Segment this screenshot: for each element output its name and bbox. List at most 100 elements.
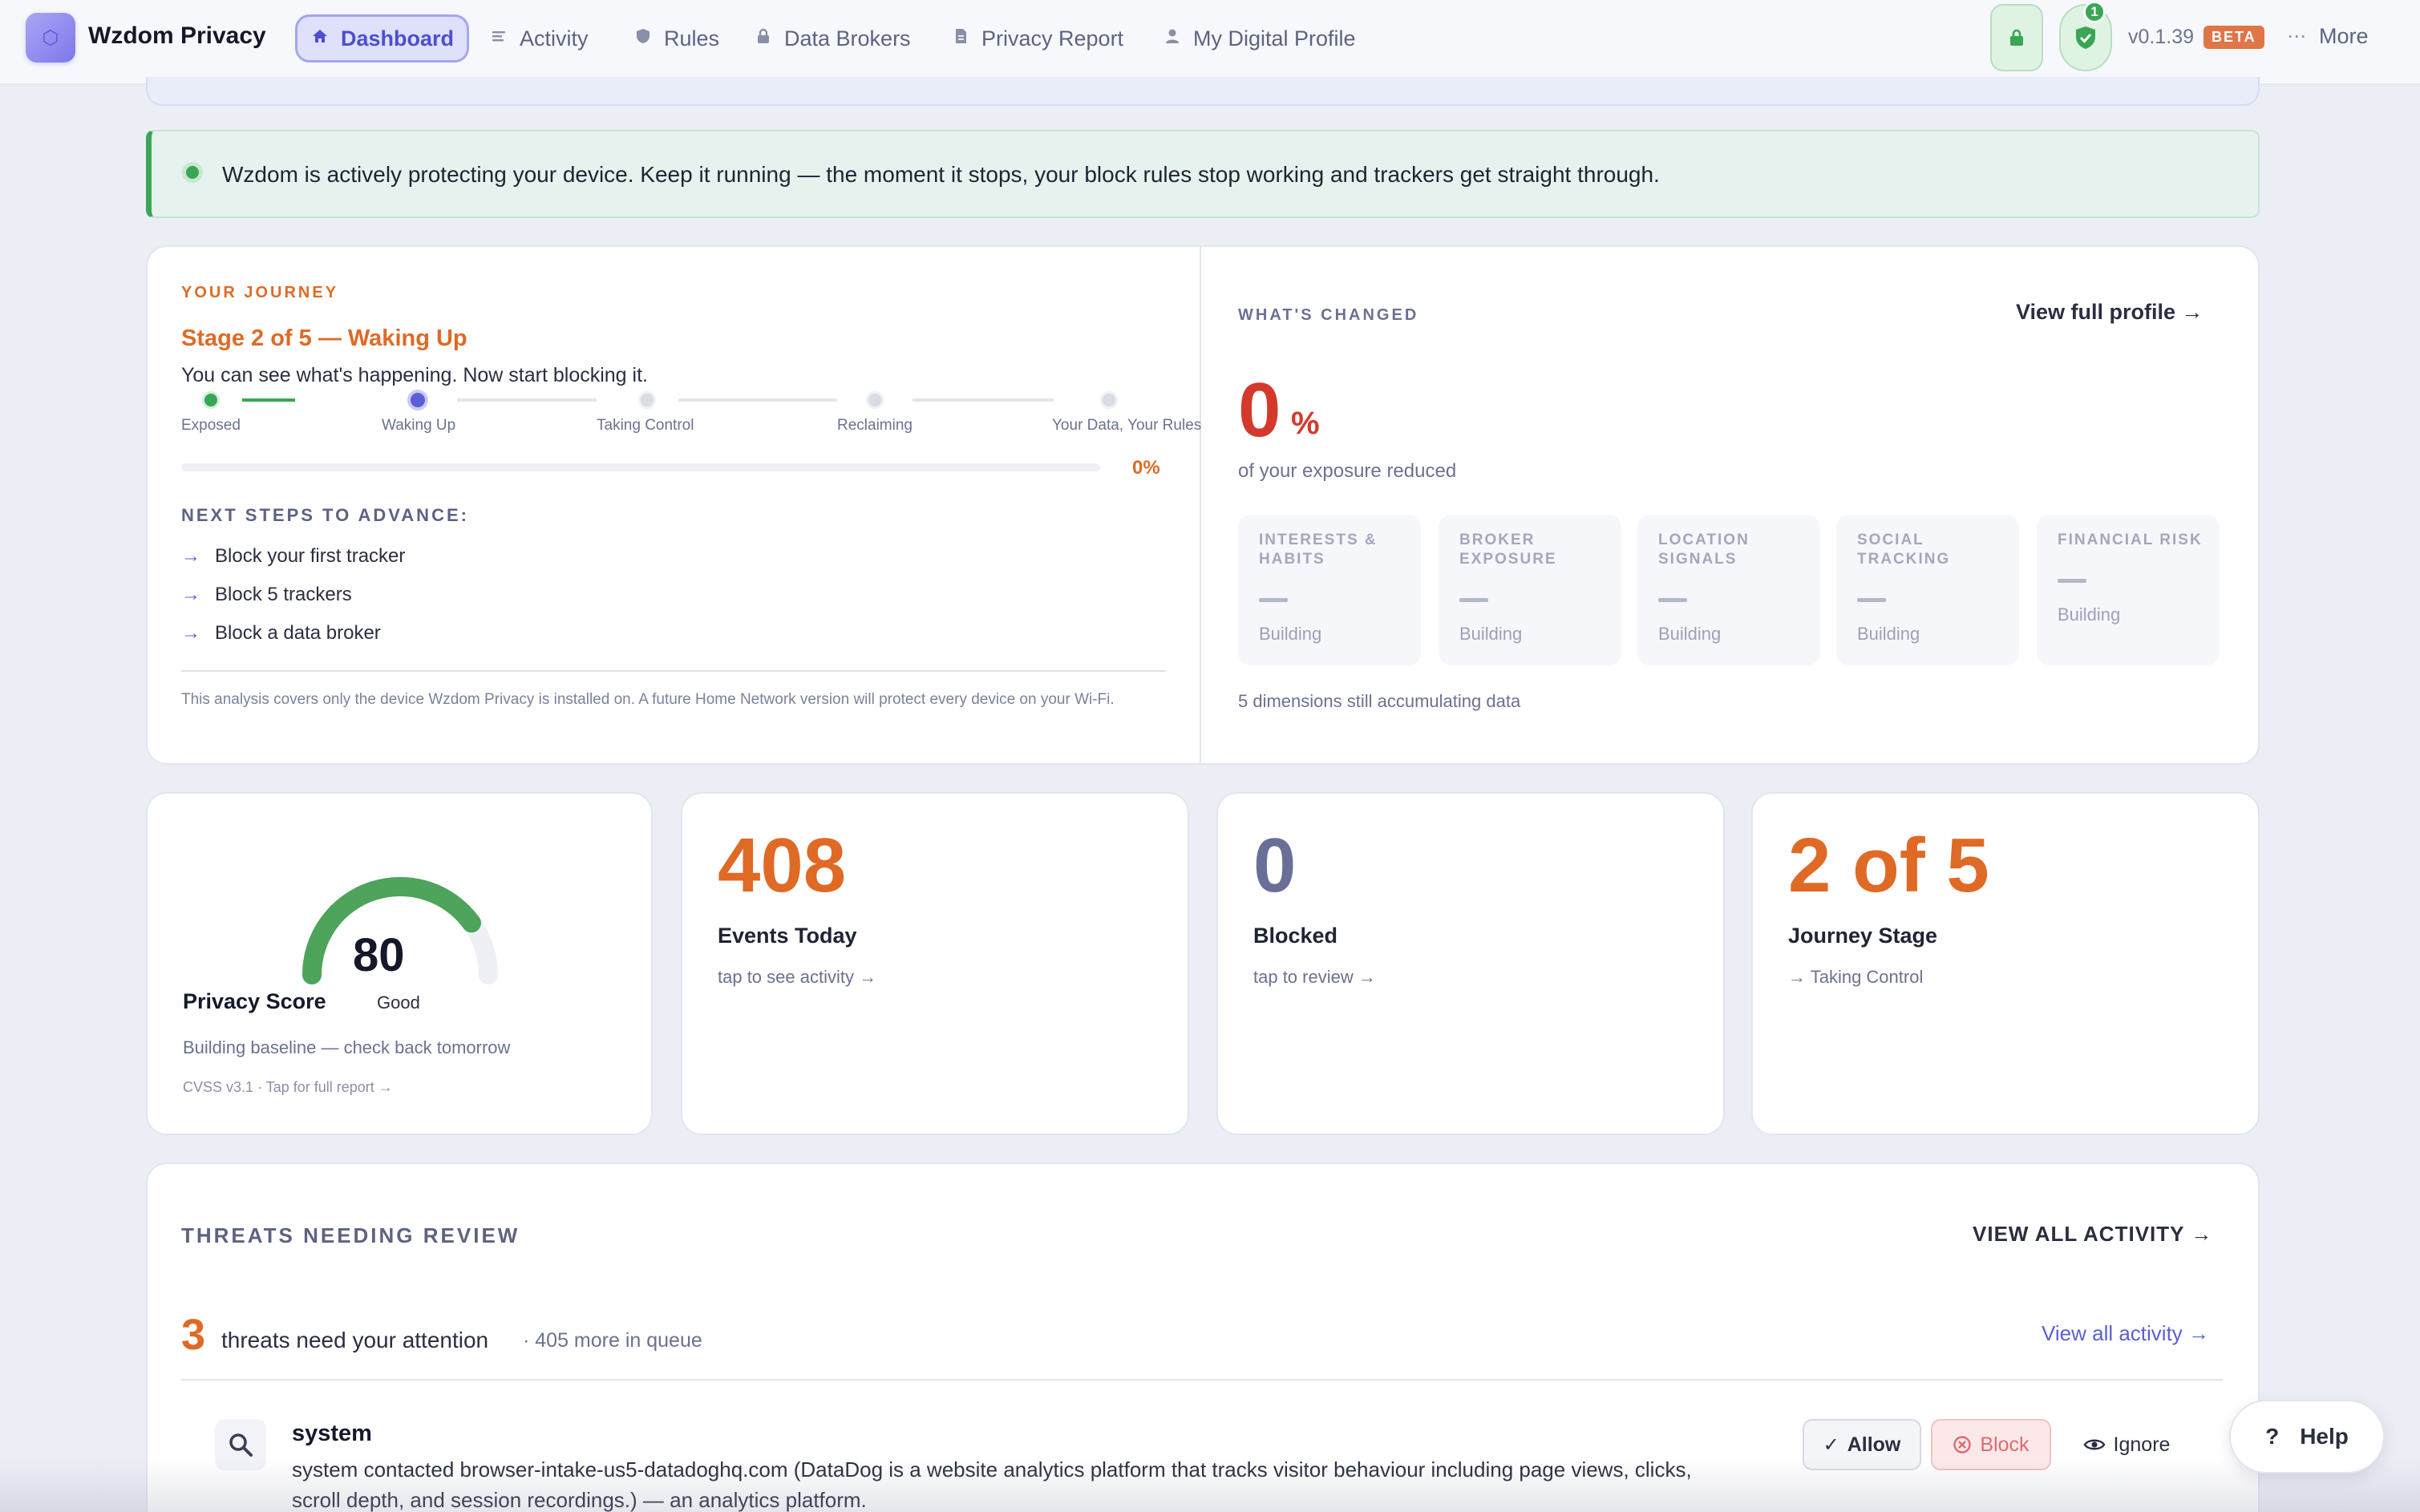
nav-privacy-report[interactable]: Privacy Report — [938, 14, 1136, 63]
dimension-title: INTERESTS & HABITS — [1259, 532, 1378, 568]
dimension-card-location: LOCATION SIGNALS Building — [1637, 515, 1820, 665]
journey-progress-bar — [181, 463, 1100, 471]
privacy-score-value: 80 — [353, 929, 405, 981]
nav-data-brokers[interactable]: Data Brokers — [741, 14, 924, 63]
privacy-score-rating: Good — [377, 993, 420, 1013]
shield-icon — [633, 27, 653, 50]
search-icon — [229, 1433, 253, 1457]
coverage-footnote: This analysis covers only the device Wzd… — [181, 691, 1115, 708]
collapsed-panel-edge — [146, 77, 2260, 106]
view-all-activity-link[interactable]: View all activity → — [2042, 1321, 2210, 1345]
app-logo[interactable]: ⬡ — [26, 13, 75, 63]
view-all-activity-top-link[interactable]: VIEW ALL ACTIVITY → — [1973, 1222, 2213, 1246]
privacy-score-title: Privacy Score — [183, 989, 326, 1013]
dimension-value-dash — [1658, 598, 1687, 602]
nav-digital-profile[interactable]: My Digital Profile — [1150, 14, 1369, 63]
blocked-card[interactable]: 0 Blocked tap to review → — [1216, 792, 1725, 1135]
journey-panel — [146, 245, 2260, 765]
stage-connector-done — [242, 398, 295, 402]
stage-dot-waking-up — [407, 390, 428, 410]
nav-digital-profile-label: My Digital Profile — [1193, 26, 1356, 51]
dimension-title: FINANCIAL RISK — [2058, 532, 2203, 548]
stage-dot-your-data — [1100, 391, 1118, 409]
stage-label: Exposed — [181, 417, 241, 434]
lock-icon — [2010, 29, 2023, 46]
blocked-title: Blocked — [1253, 924, 1338, 948]
dimension-value-dash — [1857, 598, 1886, 602]
version-label: v0.1.39 — [2128, 26, 2195, 48]
nav-dashboard[interactable]: Dashboard — [295, 14, 470, 63]
events-today-title: Events Today — [718, 924, 857, 948]
more-menu-button[interactable]: ⋯ More — [2287, 24, 2369, 49]
threat-item-description: system contacted browser-intake-us5-data… — [292, 1457, 1692, 1512]
queue-count: · 405 more in queue — [523, 1329, 702, 1352]
dimensions-footer: 5 dimensions still accumulating data — [1238, 691, 1521, 711]
status-text: Wzdom is actively protecting your device… — [222, 162, 1660, 187]
person-icon — [1163, 27, 1182, 50]
threats-heading: THREATS NEEDING REVIEW — [181, 1223, 520, 1247]
dimension-status: Building — [1658, 624, 1722, 644]
threat-item-icon-box — [215, 1419, 266, 1470]
next-step-item: → Block your first tracker — [181, 545, 405, 568]
stage-subtitle: You can see what's happening. Now start … — [181, 364, 648, 386]
journey-progress-label: 0% — [1132, 457, 1160, 479]
events-today-link[interactable]: tap to see activity → — [718, 967, 877, 987]
lock-toggle-button[interactable] — [1990, 4, 2043, 71]
dimension-card-social: SOCIAL TRACKING Building — [1836, 515, 2019, 665]
journey-next-stage: → Taking Control — [1788, 967, 1924, 987]
question-icon: ? — [2265, 1424, 2280, 1449]
journey-stage-title: Journey Stage — [1788, 924, 1938, 948]
privacy-score-gauge — [302, 876, 498, 984]
stage-connector — [678, 398, 837, 402]
stage-connector — [457, 398, 597, 402]
dimension-card-financial: FINANCIAL RISK Building — [2037, 515, 2220, 665]
stage-label: Your Data, Your Rules — [1052, 417, 1202, 434]
dimension-title: LOCATION SIGNALS — [1658, 532, 1750, 568]
dimension-value-dash — [1259, 598, 1288, 602]
next-step-label: Block your first tracker — [215, 545, 406, 567]
blocked-review-link[interactable]: tap to review → — [1253, 967, 1376, 987]
beta-badge: BETA — [2203, 26, 2264, 49]
threat-count: 3 — [181, 1311, 206, 1359]
help-button[interactable]: ? Help — [2229, 1400, 2385, 1474]
allow-button[interactable]: ✓ Allow — [1803, 1419, 1921, 1470]
block-label: Block — [1980, 1433, 2029, 1456]
changes-heading: WHAT'S CHANGED — [1238, 306, 1419, 324]
lock-icon — [754, 27, 773, 50]
eye-icon — [2083, 1439, 2105, 1450]
journey-stage-card[interactable]: 2 of 5 Journey Stage → Taking Control — [1751, 792, 2260, 1135]
notification-badge: 1 — [2083, 1, 2106, 23]
view-full-profile-link[interactable]: View full profile → — [2016, 300, 2203, 324]
nav-dashboard-label: Dashboard — [341, 26, 455, 51]
list-icon — [489, 27, 508, 50]
nav-activity[interactable]: Activity — [476, 14, 601, 63]
dimension-status: Building — [1459, 624, 1523, 644]
privacy-score-report-link[interactable]: CVSS v3.1 · Tap for full report → — [183, 1079, 393, 1095]
stage-label: Taking Control — [597, 417, 694, 434]
protection-shield-button[interactable]: 1 — [2059, 1, 2112, 71]
divider — [181, 670, 1166, 672]
stage-dot-reclaiming — [866, 391, 884, 409]
shield-check-icon — [2076, 26, 2095, 49]
block-button[interactable]: Block — [1931, 1419, 2051, 1470]
logo-icon: ⬡ — [42, 26, 59, 49]
dimension-card-interests: INTERESTS & HABITS Building — [1238, 515, 1421, 665]
exposure-reduced-value: 0 — [1238, 367, 1281, 453]
check-icon: ✓ — [1823, 1433, 1839, 1456]
events-today-card[interactable]: 408 Events Today tap to see activity → — [681, 792, 1189, 1135]
threat-count-text: threats need your attention — [221, 1328, 489, 1352]
next-step-item: → Block a data broker — [181, 622, 381, 645]
arrow-right-icon: → — [181, 622, 200, 644]
privacy-score-card[interactable]: 80 Good Privacy Score Building baseline … — [146, 792, 653, 1135]
ignore-button[interactable]: Ignore — [2069, 1419, 2184, 1470]
dimension-value-dash — [1459, 598, 1488, 602]
block-circle-icon — [1953, 1436, 1972, 1453]
stage-title: Stage 2 of 5 — Waking Up — [181, 325, 467, 351]
nav-rules[interactable]: Rules — [621, 14, 732, 63]
stage-label: Reclaiming — [837, 417, 913, 434]
dimension-status: Building — [1259, 624, 1322, 644]
next-step-item: → Block 5 trackers — [181, 584, 352, 606]
stage-dot-taking-control — [638, 391, 656, 409]
nav-rules-label: Rules — [664, 26, 720, 51]
exposure-caption: of your exposure reduced — [1238, 460, 1457, 482]
